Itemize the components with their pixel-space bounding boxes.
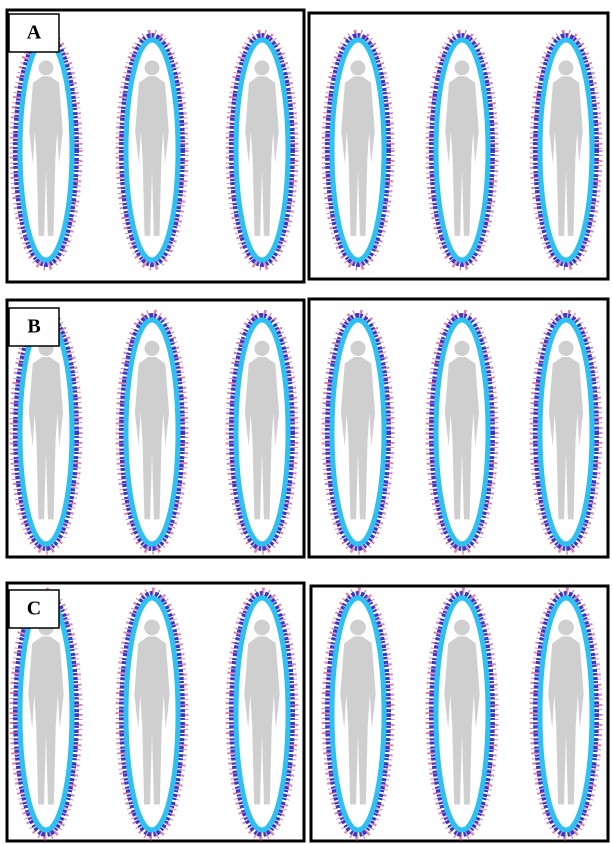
silhouette-body xyxy=(134,636,170,805)
aura-mid xyxy=(429,33,495,267)
silhouette xyxy=(548,340,584,520)
panel-label: A xyxy=(8,13,60,53)
silhouette-body xyxy=(340,636,376,805)
silhouette-body xyxy=(244,356,280,520)
silhouette-head xyxy=(350,340,366,356)
silhouette-body xyxy=(341,76,375,236)
silhouette-head xyxy=(454,60,470,76)
panel-label: B xyxy=(8,307,60,347)
silhouette-body xyxy=(340,356,376,520)
panel-label: C xyxy=(8,589,60,629)
aura xyxy=(425,309,499,555)
silhouette-head xyxy=(144,340,160,356)
aura-mid xyxy=(229,33,295,267)
silhouette-body xyxy=(444,636,480,805)
silhouette-body xyxy=(548,636,584,805)
aura-mid xyxy=(325,33,391,267)
silhouette-head xyxy=(38,60,54,76)
silhouette xyxy=(341,60,375,236)
silhouette-body xyxy=(244,636,280,805)
silhouette-head xyxy=(144,619,160,636)
silhouette-body xyxy=(29,76,63,236)
silhouette-body xyxy=(28,636,64,805)
silhouette xyxy=(244,619,280,805)
silhouette xyxy=(245,60,279,236)
aura xyxy=(321,587,395,841)
silhouette xyxy=(340,340,376,520)
silhouette xyxy=(549,60,583,236)
silhouette xyxy=(134,619,170,805)
aura xyxy=(225,29,299,271)
aura-mid xyxy=(119,33,185,267)
aura xyxy=(321,29,395,271)
silhouette xyxy=(548,619,584,805)
aura xyxy=(9,309,83,555)
silhouette-body xyxy=(245,76,279,236)
aura xyxy=(225,587,299,841)
aura-mid xyxy=(533,591,599,837)
frames xyxy=(5,8,610,843)
silhouette xyxy=(444,619,480,805)
silhouette-head xyxy=(144,60,160,76)
silhouette-body xyxy=(548,356,584,520)
aura-mid xyxy=(429,591,495,837)
label-text: C xyxy=(27,598,41,620)
label-box xyxy=(8,307,60,347)
aura xyxy=(529,29,603,271)
silhouette-head xyxy=(350,619,366,636)
aura xyxy=(425,29,499,271)
silhouette-body xyxy=(444,356,480,520)
aura-mid xyxy=(119,591,185,837)
silhouette-body xyxy=(549,76,583,236)
silhouette xyxy=(134,340,170,520)
silhouette-body xyxy=(134,356,170,520)
auras xyxy=(9,29,603,841)
silhouette-head xyxy=(254,60,270,76)
silhouette-head xyxy=(454,340,470,356)
aura-mid xyxy=(229,313,295,551)
aura-mid xyxy=(533,33,599,267)
aura xyxy=(115,309,189,555)
aura-mid xyxy=(533,313,599,551)
silhouette-body xyxy=(445,76,479,236)
label-text: A xyxy=(27,22,42,44)
label-text: B xyxy=(27,316,40,338)
aura-mid xyxy=(429,313,495,551)
silhouette-head xyxy=(454,619,470,636)
silhouette-head xyxy=(254,340,270,356)
silhouette xyxy=(244,340,280,520)
aura-mid xyxy=(325,313,391,551)
silhouette xyxy=(29,60,63,236)
silhouette-head xyxy=(558,340,574,356)
aura xyxy=(425,587,499,841)
silhouette-head xyxy=(254,619,270,636)
label-box xyxy=(8,13,60,53)
silhouette xyxy=(340,619,376,805)
aura xyxy=(529,309,603,555)
aura xyxy=(115,29,189,271)
aura-mid xyxy=(229,591,295,837)
silhouette-head xyxy=(350,60,366,76)
silhouette xyxy=(445,60,479,236)
label-box xyxy=(8,589,60,629)
aura xyxy=(225,309,299,555)
silhouette xyxy=(444,340,480,520)
silhouette-head xyxy=(558,60,574,76)
aura xyxy=(529,587,603,841)
aura xyxy=(321,309,395,555)
aura-mid xyxy=(119,313,185,551)
aura xyxy=(115,587,189,841)
aura-mid xyxy=(325,591,391,837)
silhouette xyxy=(135,60,169,236)
silhouette-body xyxy=(28,356,64,520)
silhouette-body xyxy=(135,76,169,236)
silhouette-head xyxy=(558,619,574,636)
